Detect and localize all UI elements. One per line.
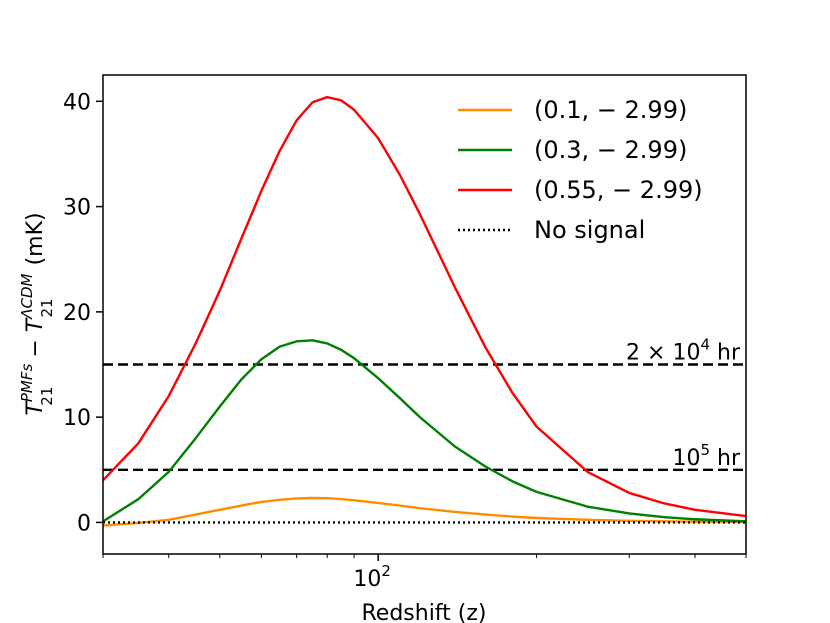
- y-label-sub1: 21: [38, 387, 56, 406]
- threshold-label-0: 2 × 104 hr: [626, 336, 741, 366]
- y-tick-label-3: 30: [63, 196, 91, 221]
- y-label-minus: −: [23, 332, 48, 364]
- series-line-1: [103, 339, 746, 523]
- annotations: 2 × 104 hr 105 hr: [626, 336, 741, 471]
- y-label-main2: T: [23, 317, 48, 332]
- threshold-label-1: 105 hr: [672, 441, 740, 471]
- axes-frame: [102, 74, 747, 555]
- y-tick-label-0: 0: [77, 511, 91, 536]
- series-line-0: [103, 496, 746, 527]
- plot-area: [103, 95, 746, 527]
- y-label-sup1: PMFs: [18, 364, 36, 403]
- y-tick-label-4: 40: [63, 90, 91, 115]
- legend: (0.1, − 2.99) (0.3, − 2.99) (0.55, − 2.99)…: [458, 96, 703, 244]
- x-axis-label: Redshift (z): [361, 601, 486, 623]
- legend-label-3: No signal: [534, 216, 645, 244]
- y-tick-label-2: 20: [63, 301, 91, 326]
- x-tick-label-0: 102: [353, 562, 391, 592]
- y-axis-label: TPMFs 21 − TΛCDM 21 (mK): [18, 212, 56, 415]
- legend-label-2: (0.55, − 2.99): [534, 176, 703, 204]
- y-label-sub2: 21: [38, 298, 56, 317]
- ticks: 0 10 20 30 40 102: [63, 90, 747, 592]
- y-label-sup2: ΛCDM: [18, 273, 36, 319]
- y-tick-label-1: 10: [63, 406, 91, 431]
- y-label-unit: (mK): [23, 212, 48, 272]
- legend-label-1: (0.3, − 2.99): [534, 136, 687, 164]
- series-line-2: [103, 95, 746, 518]
- y-label-main: T: [23, 401, 48, 416]
- legend-label-0: (0.1, − 2.99): [534, 96, 687, 124]
